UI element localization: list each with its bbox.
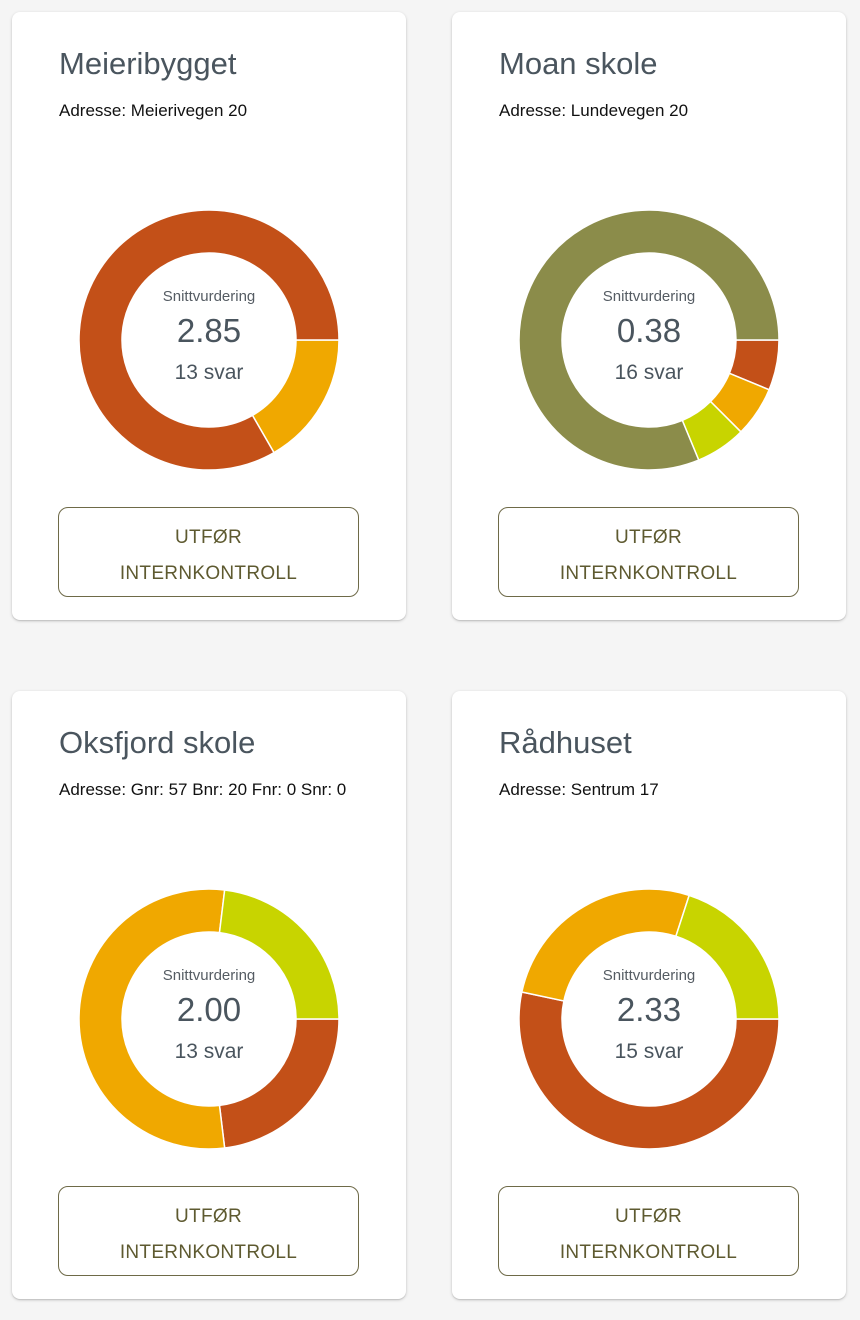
button-label-line1: UTFØR (175, 1206, 242, 1227)
building-address: Adresse: Gnr: 57 Bnr: 20 Fnr: 0 Snr: 0 (59, 780, 347, 799)
donut-center: Snittvurdering 0.38 16 svar (519, 210, 779, 470)
response-count: 16 svar (614, 361, 684, 384)
average-rating-label: Snittvurdering (162, 288, 256, 305)
building-title: Moan skole (499, 46, 658, 81)
average-rating-value: 2.85 (176, 312, 242, 349)
perform-internal-control-button[interactable]: UTFØR INTERNKONTROLL (58, 1186, 359, 1276)
donut-center: Snittvurdering 2.33 15 svar (519, 889, 779, 1149)
button-label-line2: INTERNKONTROLL (559, 1242, 738, 1263)
rating-donut-chart: Snittvurdering 2.33 15 svar (518, 888, 780, 1150)
donut-chart-svg (518, 888, 780, 1150)
building-title: Rådhuset (499, 725, 632, 760)
donut-chart-svg (518, 209, 780, 471)
average-rating-value: 2.33 (616, 991, 682, 1028)
rating-donut-chart: Snittvurdering 2.85 13 svar (78, 209, 340, 471)
rating-donut-chart: Snittvurdering 0.38 16 svar (518, 209, 780, 471)
response-count: 15 svar (614, 1040, 684, 1063)
response-count: 13 svar (174, 1040, 244, 1063)
donut-segment[interactable] (674, 894, 780, 1020)
average-rating-label: Snittvurdering (162, 967, 256, 984)
average-rating-label: Snittvurdering (602, 967, 696, 984)
average-rating-value: 2.00 (176, 991, 242, 1028)
perform-internal-control-button[interactable]: UTFØR INTERNKONTROLL (58, 507, 359, 597)
building-title: Meieribygget (59, 46, 237, 81)
donut-chart-svg (78, 888, 340, 1150)
donut-segment[interactable] (78, 888, 226, 1150)
button-label-line1: UTFØR (175, 527, 242, 548)
button-label-line2: INTERNKONTROLL (559, 563, 738, 584)
building-card-oksfjord-skole: Oksfjord skole Adresse: Gnr: 57 Bnr: 20 … (12, 691, 406, 1299)
building-card-meieribygget: Meieribygget Adresse: Meierivegen 20 Sni… (12, 12, 406, 620)
rating-donut-chart: Snittvurdering 2.00 13 svar (78, 888, 340, 1150)
perform-internal-control-button[interactable]: UTFØR INTERNKONTROLL (498, 507, 799, 597)
donut-segment[interactable] (518, 209, 780, 471)
building-card-moan-skole: Moan skole Adresse: Lundevegen 20 Snittv… (452, 12, 846, 620)
donut-center: Snittvurdering 2.00 13 svar (79, 889, 339, 1149)
average-rating-value: 0.38 (616, 312, 682, 349)
donut-center: Snittvurdering 2.85 13 svar (79, 210, 339, 470)
donut-chart-svg (78, 209, 340, 471)
perform-internal-control-button[interactable]: UTFØR INTERNKONTROLL (498, 1186, 799, 1276)
button-label-line2: INTERNKONTROLL (119, 563, 298, 584)
response-count: 13 svar (174, 361, 244, 384)
building-address: Adresse: Meierivegen 20 (59, 101, 248, 120)
button-label-line2: INTERNKONTROLL (119, 1242, 298, 1263)
building-address: Adresse: Sentrum 17 (499, 780, 659, 799)
donut-segment[interactable] (518, 991, 780, 1150)
building-title: Oksfjord skole (59, 725, 256, 760)
building-address: Adresse: Lundevegen 20 (499, 101, 689, 120)
button-label-line1: UTFØR (615, 1206, 682, 1227)
average-rating-label: Snittvurdering (602, 288, 696, 305)
donut-segment[interactable] (218, 889, 340, 1020)
button-label-line1: UTFØR (615, 527, 682, 548)
building-card-radhuset: Rådhuset Adresse: Sentrum 17 Snittvurder… (452, 691, 846, 1299)
donut-segment[interactable] (78, 209, 340, 471)
